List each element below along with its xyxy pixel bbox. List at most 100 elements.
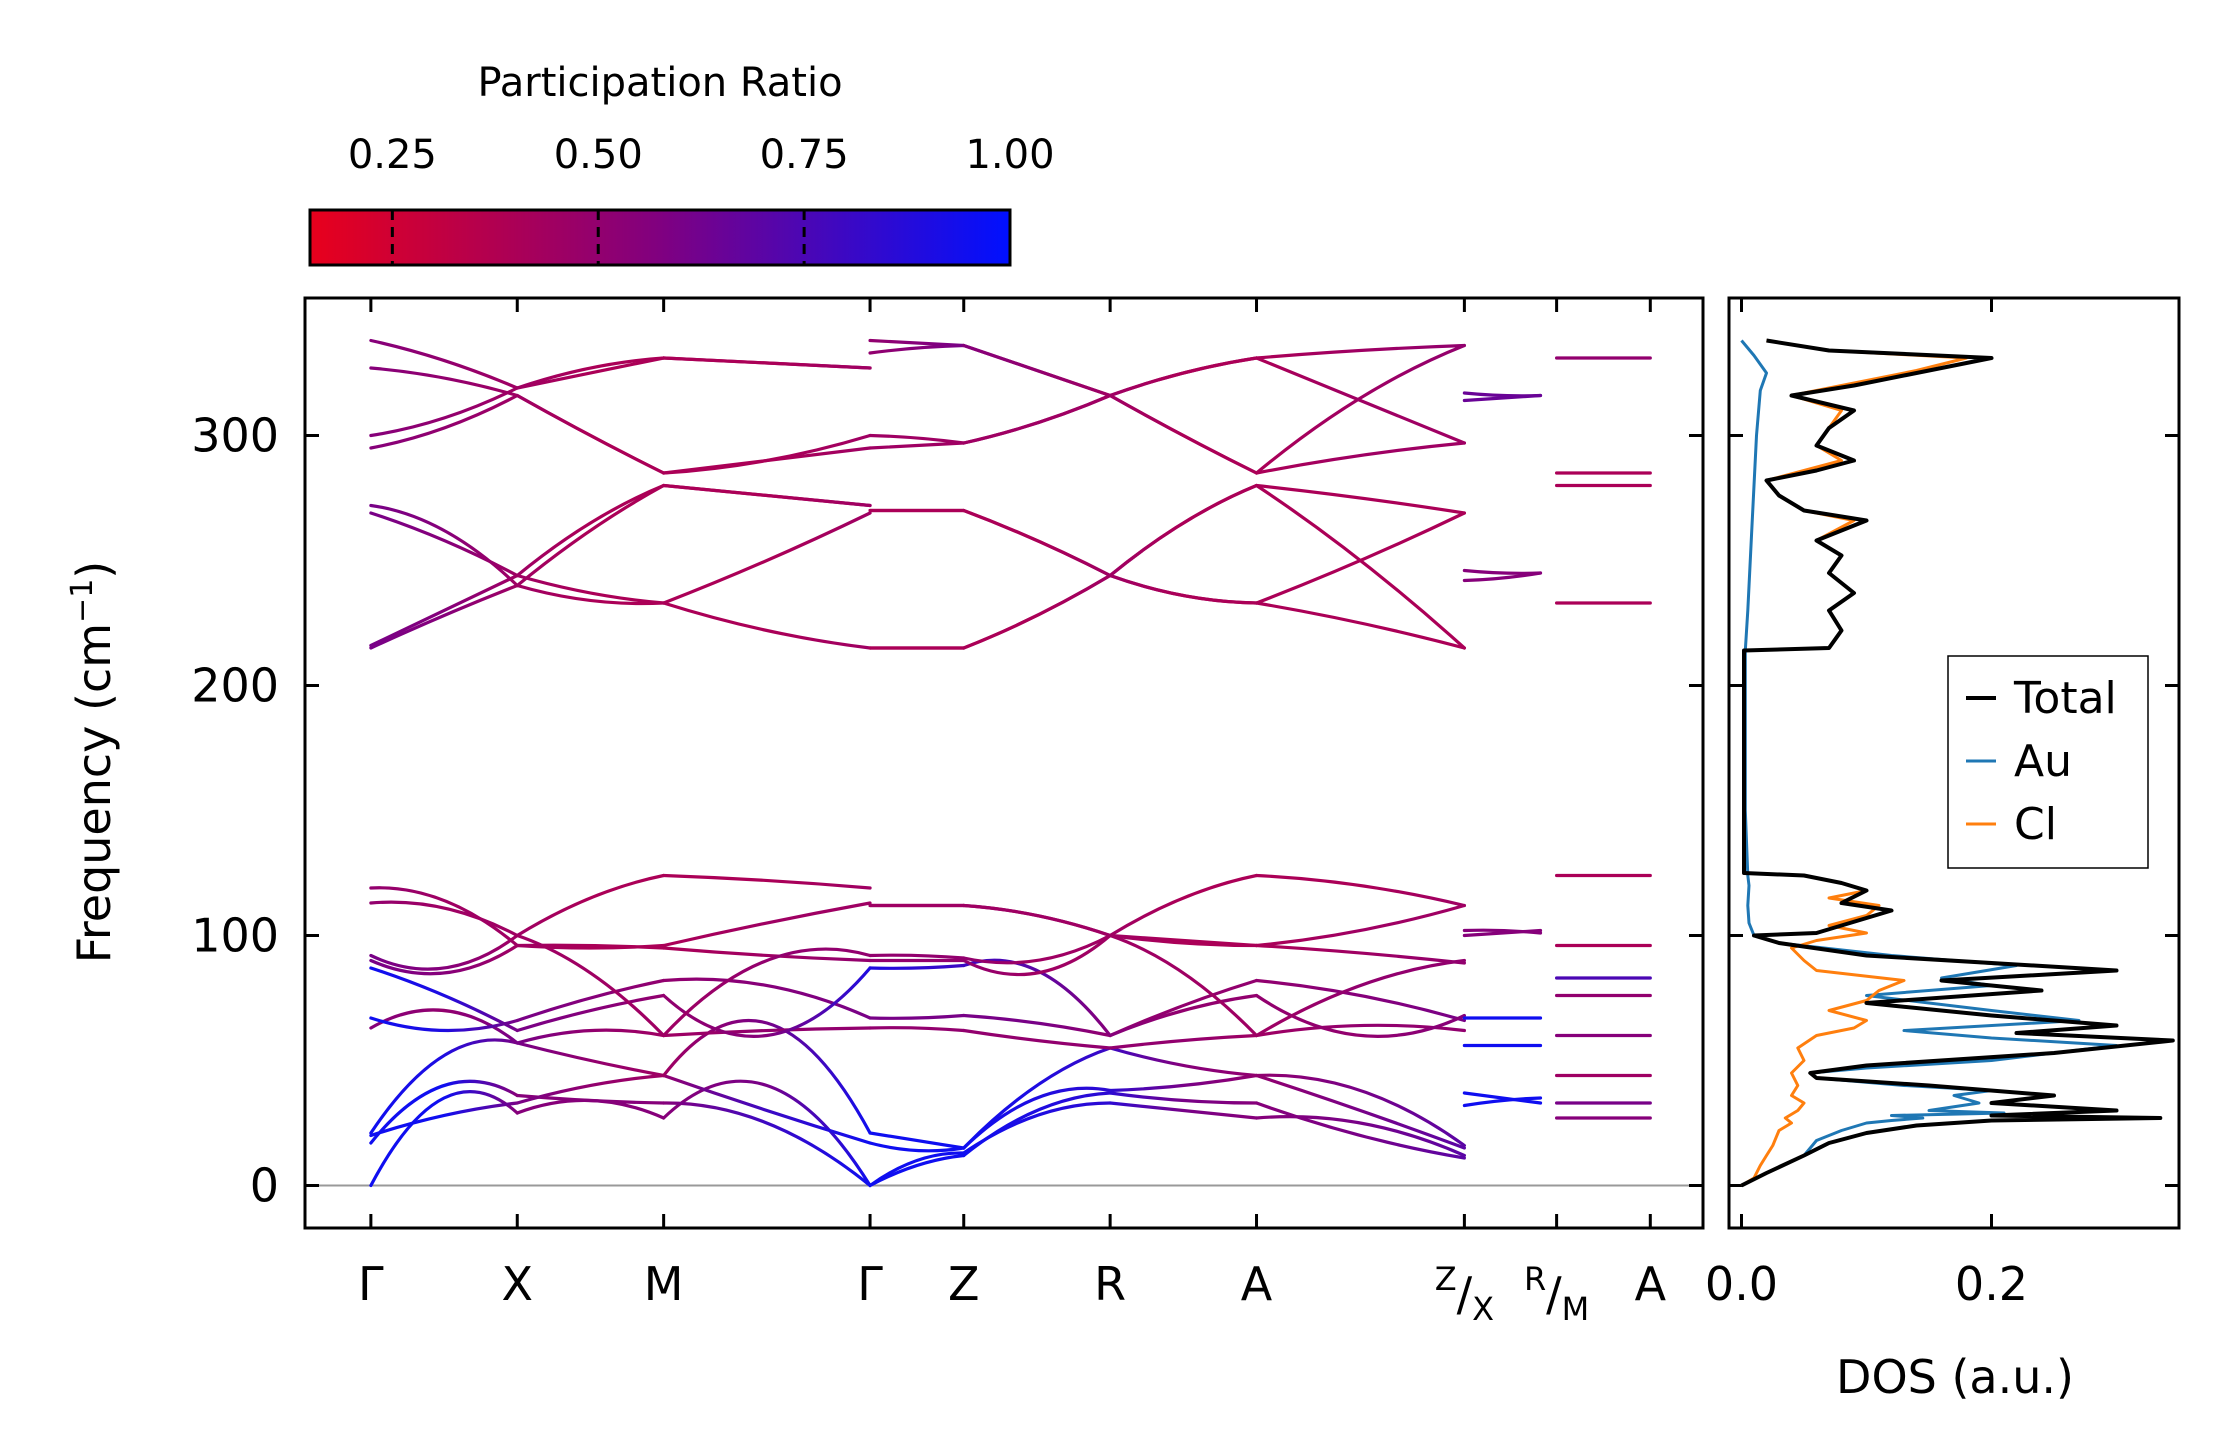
phonon-band	[962, 1046, 1112, 1150]
phonon-band	[868, 1151, 966, 1188]
phonon-band	[369, 1079, 519, 1145]
phonon-band	[515, 1041, 666, 1078]
phonon-band	[1108, 356, 1259, 398]
phonon-band	[868, 1131, 966, 1150]
phonon-band	[1254, 1101, 1466, 1160]
phonon-band	[1254, 978, 1466, 1023]
phonon-band	[369, 1038, 519, 1135]
frequency-tick-label: 100	[191, 909, 279, 963]
phonon-band	[369, 966, 519, 1033]
phonon-band	[1462, 1091, 1543, 1105]
phonon-band	[962, 1101, 1112, 1155]
dos-axes-frame	[1727, 296, 2181, 1230]
frequency-axis-title-exponent: −1	[65, 579, 100, 623]
colorbar-tick-label: 0.50	[554, 132, 643, 178]
kpoint-label: R/M	[1524, 1260, 1589, 1328]
legend-label: Au	[2014, 736, 2072, 787]
phonon-band	[515, 978, 666, 1023]
phonon-band	[515, 483, 666, 588]
phonon-band	[962, 573, 1112, 650]
phonon-band	[1108, 1091, 1259, 1105]
phonon-band	[1108, 573, 1259, 605]
phonon-band	[1254, 343, 1466, 360]
phonon-band	[515, 583, 666, 606]
colorbar-bar	[308, 208, 1012, 267]
phonon-bands	[369, 338, 1652, 1188]
phonon-band	[662, 1026, 872, 1038]
phonon-band	[369, 943, 519, 976]
kpoint-axis-ticks: Γ X M Γ Z R A Z/XR/M A	[358, 298, 1667, 1328]
phonon-band	[369, 1016, 519, 1033]
phonon-band	[662, 873, 872, 890]
phonon-band	[369, 386, 519, 438]
kpoint-label: A	[1241, 1257, 1273, 1311]
dos-tick-label: 0.2	[1955, 1257, 2028, 1311]
phonon-band	[1254, 943, 1466, 965]
phonon-band	[1254, 1073, 1466, 1148]
phonon-band	[662, 901, 872, 948]
phonon-band	[662, 511, 872, 605]
phonon-band	[868, 441, 966, 450]
phonon-band	[515, 1073, 666, 1105]
phonon-band	[868, 953, 966, 960]
phonon-band	[515, 1028, 666, 1045]
kpoint-label: M	[644, 1257, 684, 1311]
phonon-band	[1108, 993, 1259, 1038]
frequency-tick-label: 200	[191, 659, 279, 713]
phonon-band	[662, 433, 872, 475]
phonon-band	[369, 573, 519, 648]
kpoint-label: Z/X	[1435, 1260, 1494, 1328]
phonon-band	[868, 963, 966, 970]
phonon-band	[662, 977, 872, 1020]
colorbar-ticks	[390, 210, 806, 265]
phonon-band	[1254, 343, 1466, 475]
legend-label: Cl	[2014, 799, 2057, 850]
phonon-band	[662, 356, 872, 370]
dos-axis-title: DOS (a.u.)	[1836, 1350, 2074, 1404]
phonon-band	[1254, 511, 1466, 605]
phonon-band	[962, 343, 1112, 398]
colorbar-tick-label: 0.75	[760, 132, 849, 178]
kpoint-label-slash: /	[1457, 1267, 1473, 1321]
frequency-tick-label: 0	[250, 1159, 279, 1213]
legend-label: Total	[2013, 673, 2117, 724]
frequency-axis-title-main: Frequency (cm	[67, 623, 121, 963]
phonon-band	[1108, 483, 1259, 578]
kpoint-label: Z	[948, 1257, 980, 1311]
phonon-band	[369, 366, 519, 398]
phonon-band	[868, 343, 966, 355]
phonon-band	[1254, 993, 1466, 1038]
kpoint-label: X	[502, 1257, 534, 1311]
phonon-band	[369, 503, 519, 588]
phonon-band	[868, 1026, 966, 1033]
phonon-band	[962, 933, 1112, 977]
phonon-band	[1462, 391, 1543, 398]
phonon-band	[962, 1013, 1112, 1038]
kpoint-label-lower: X	[1472, 1290, 1494, 1328]
phonon-band	[662, 601, 872, 650]
phonon-band	[962, 573, 1112, 650]
phonon-band	[1254, 1073, 1466, 1150]
phonon-band	[1108, 1073, 1259, 1093]
phonon-band	[515, 393, 666, 475]
phonon-band	[662, 1018, 872, 1135]
phonon-band	[662, 1101, 872, 1188]
phonon-band	[369, 583, 519, 650]
phonon-band	[662, 966, 872, 1038]
phonon-band	[369, 886, 519, 948]
phonon-band	[962, 393, 1112, 445]
phonon-band	[369, 933, 519, 971]
phonon-band	[1108, 393, 1259, 475]
phonon-band	[962, 1028, 1112, 1050]
band-axes-frame	[303, 296, 1705, 1230]
dos-panel: 0.0 0.2 DOS (a.u.) Total Au Cl	[1705, 296, 2181, 1404]
colorbar-tick-labels: 0.25 0.50 0.75 1.00	[348, 132, 1055, 178]
phonon-band	[515, 573, 666, 605]
phonon-band	[1254, 1023, 1466, 1038]
phonon-band	[1254, 601, 1466, 650]
phonon-band	[868, 433, 966, 445]
kpoint-label: Γ	[857, 1257, 883, 1311]
kpoint-label-upper: Z	[1435, 1260, 1457, 1298]
